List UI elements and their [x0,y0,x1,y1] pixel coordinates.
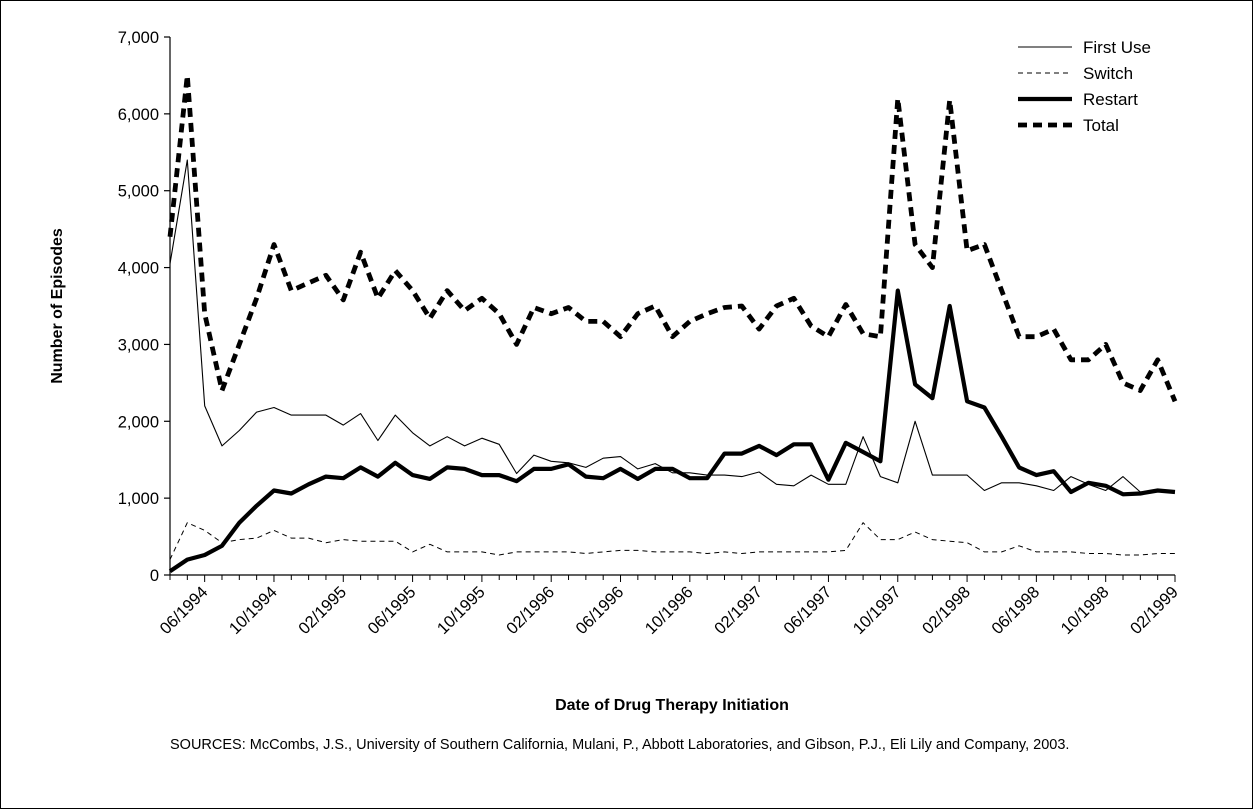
x-tick-label: 10/1997 [850,583,905,638]
source-note: SOURCES: McCombs, J.S., University of So… [170,737,1070,753]
y-tick-label: 7,000 [118,29,159,47]
series-line-switch [169,522,1175,560]
series-line-first-use [169,159,1175,493]
x-tick-label: 10/1998 [1058,583,1113,638]
x-ticks: 06/1994 10/1994 02/1995 06/1995 10/1995 02/19… [157,575,1182,638]
x-tick-label: 10/1995 [434,583,489,638]
x-tick-label: 02/1995 [295,583,350,638]
series-line-restart [168,288,1176,573]
x-tick-label: 06/1998 [988,583,1043,638]
x-tick-label: 02/1999 [1127,583,1182,638]
x-tick-label: 06/1997 [780,583,835,638]
y-tick-label: 3,000 [118,336,159,354]
legend-label: Total [1083,116,1119,135]
x-tick-label: 06/1996 [572,583,627,638]
y-tick-label: 4,000 [118,260,159,278]
legend-label: Switch [1083,64,1133,83]
y-tick-label: 5,000 [118,183,159,201]
legend-label: Restart [1083,90,1138,109]
x-axis-title: Date of Drug Therapy Initiation [555,697,789,714]
y-tick-label: 1,000 [118,490,159,508]
x-tick-label: 10/1994 [226,583,281,638]
series-line-total [167,73,1178,403]
legend-label: First Use [1083,38,1151,57]
y-tick-label: 6,000 [118,106,159,124]
axes [169,37,1175,576]
y-tick-label: 2,000 [118,413,159,431]
x-tick-label: 10/1996 [642,583,697,638]
y-axis-title: Number of Episodes [49,228,66,384]
plot-lines [167,73,1178,573]
x-tick-label: 02/1996 [503,583,558,638]
x-tick-label: 06/1995 [365,583,420,638]
legend: First Use Switch Restart Total [1018,38,1151,135]
y-tick-label: 0 [150,567,159,585]
x-tick-label: 06/1994 [157,583,212,638]
x-tick-label: 02/1997 [711,583,766,638]
y-ticks: 0 1,000 2,000 3,000 4,000 5,000 6,000 7,000 [118,29,170,585]
x-tick-label: 02/1998 [919,583,974,638]
